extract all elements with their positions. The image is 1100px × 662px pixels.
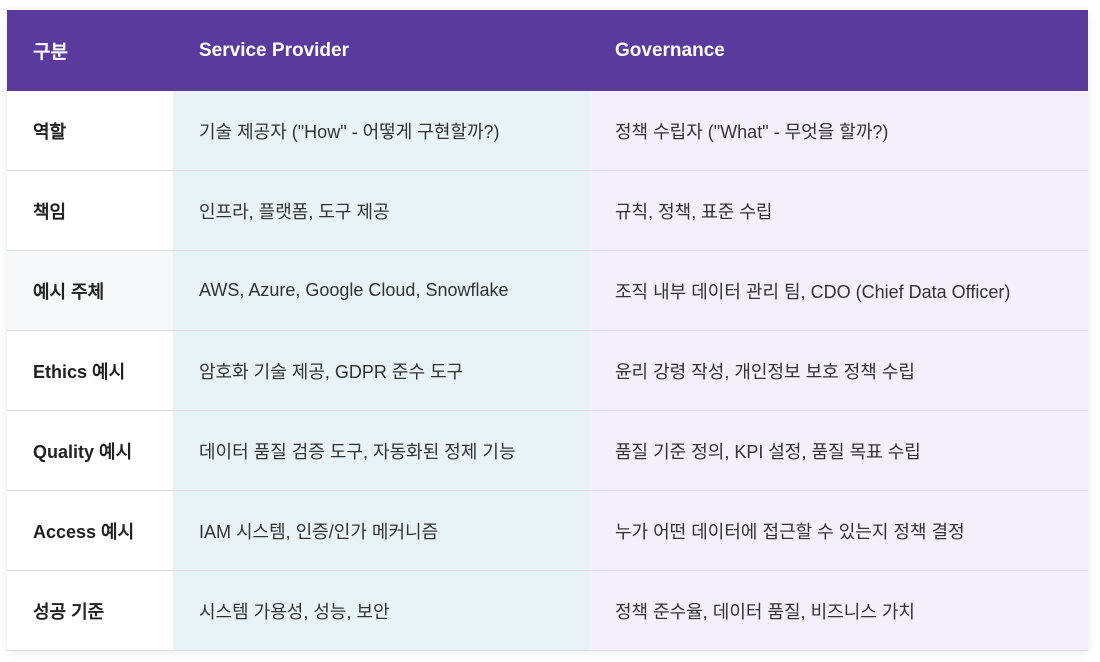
header-governance: Governance (589, 10, 1088, 91)
header-row: 구분 Service Provider Governance (7, 10, 1088, 91)
row-label: 역할 (7, 91, 173, 171)
table-row: Quality 예시 데이터 품질 검증 도구, 자동화된 정제 기능 품질 기준 … (7, 410, 1088, 491)
governance-cell: 윤리 강령 작성, 개인정보 보호 정책 수립 (589, 330, 1088, 411)
row-label: 성공 기준 (7, 570, 173, 651)
governance-cell: 규칙, 정책, 표준 수립 (589, 170, 1088, 251)
table-row: 예시 주체 AWS, Azure, Google Cloud, Snowflake… (7, 250, 1088, 331)
service-provider-cell: 인프라, 플랫폼, 도구 제공 (173, 170, 589, 251)
comparison-table-container: 구분 Service Provider Governance 역할 기술 제공자 … (7, 10, 1088, 651)
governance-cell: 정책 준수율, 데이터 품질, 비즈니스 가치 (589, 570, 1088, 651)
service-provider-cell: 암호화 기술 제공, GDPR 준수 도구 (173, 330, 589, 411)
table-row: 성공 기준 시스템 가용성, 성능, 보안 정책 준수율, 데이터 품질, 비즈니스… (7, 570, 1088, 651)
row-label: 책임 (7, 170, 173, 251)
row-label: Ethics 예시 (7, 330, 173, 411)
governance-cell: 누가 어떤 데이터에 접근할 수 있는지 정책 결정 (589, 490, 1088, 571)
service-provider-cell: AWS, Azure, Google Cloud, Snowflake (173, 250, 589, 331)
service-provider-cell: 기술 제공자 ("How" - 어떻게 구현할까?) (173, 91, 589, 171)
service-provider-cell: IAM 시스템, 인증/인가 메커니즘 (173, 490, 589, 571)
service-provider-cell: 시스템 가용성, 성능, 보안 (173, 570, 589, 651)
service-provider-cell: 데이터 품질 검증 도구, 자동화된 정제 기능 (173, 410, 589, 491)
row-label: 예시 주체 (7, 250, 173, 331)
table-row: 역할 기술 제공자 ("How" - 어떻게 구현할까?) 정책 수립자 ("Wha… (7, 91, 1088, 171)
table-row: Ethics 예시 암호화 기술 제공, GDPR 준수 도구 윤리 강령 작성, … (7, 330, 1088, 411)
header-service-provider: Service Provider (173, 10, 589, 91)
governance-cell: 조직 내부 데이터 관리 팀, CDO (Chief Data Officer) (589, 250, 1088, 331)
governance-cell: 품질 기준 정의, KPI 설정, 품질 목표 수립 (589, 410, 1088, 491)
table-row: Access 예시 IAM 시스템, 인증/인가 메커니즘 누가 어떤 데이터에 접… (7, 490, 1088, 571)
row-label: Quality 예시 (7, 410, 173, 491)
comparison-table: 구분 Service Provider Governance 역할 기술 제공자 … (7, 10, 1088, 651)
governance-cell: 정책 수립자 ("What" - 무엇을 할까?) (589, 91, 1088, 171)
row-label: Access 예시 (7, 490, 173, 571)
table-row: 책임 인프라, 플랫폼, 도구 제공 규칙, 정책, 표준 수립 (7, 170, 1088, 251)
header-category: 구분 (7, 10, 173, 91)
